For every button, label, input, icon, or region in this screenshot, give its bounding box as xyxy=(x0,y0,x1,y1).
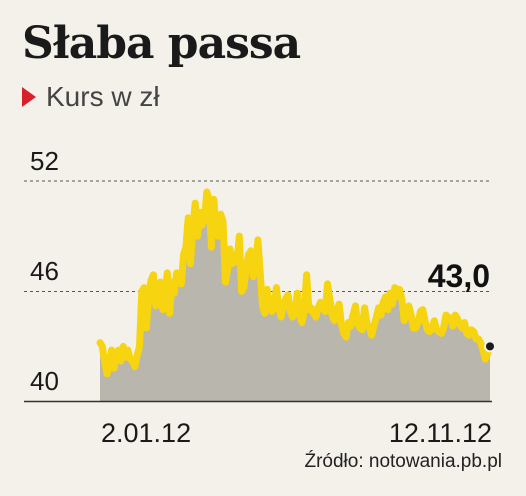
last-value-dot xyxy=(484,340,496,353)
y-tick-label-46: 46 xyxy=(30,256,59,286)
x-axis-labels: 2.01.12 12.11.12 xyxy=(101,418,492,448)
chart-title: Słaba passa xyxy=(22,18,301,69)
y-tick-label-40: 40 xyxy=(30,366,59,396)
chart-subtitle: Kurs w zł xyxy=(22,83,160,111)
price-area xyxy=(100,192,490,402)
last-value-label: 43,0 xyxy=(428,258,490,294)
source-note: Źródło: notowania.pb.pl xyxy=(304,451,502,472)
y-axis-labels: 52 46 40 xyxy=(30,146,59,396)
x-tick-label-start: 2.01.12 xyxy=(101,418,191,448)
price-line xyxy=(96,188,494,378)
red-triangle-icon xyxy=(22,87,36,107)
x-tick-label-end: 12.11.12 xyxy=(389,418,492,448)
chart-subtitle-text: Kurs w zł xyxy=(46,81,160,112)
y-tick-label-52: 52 xyxy=(30,146,59,176)
